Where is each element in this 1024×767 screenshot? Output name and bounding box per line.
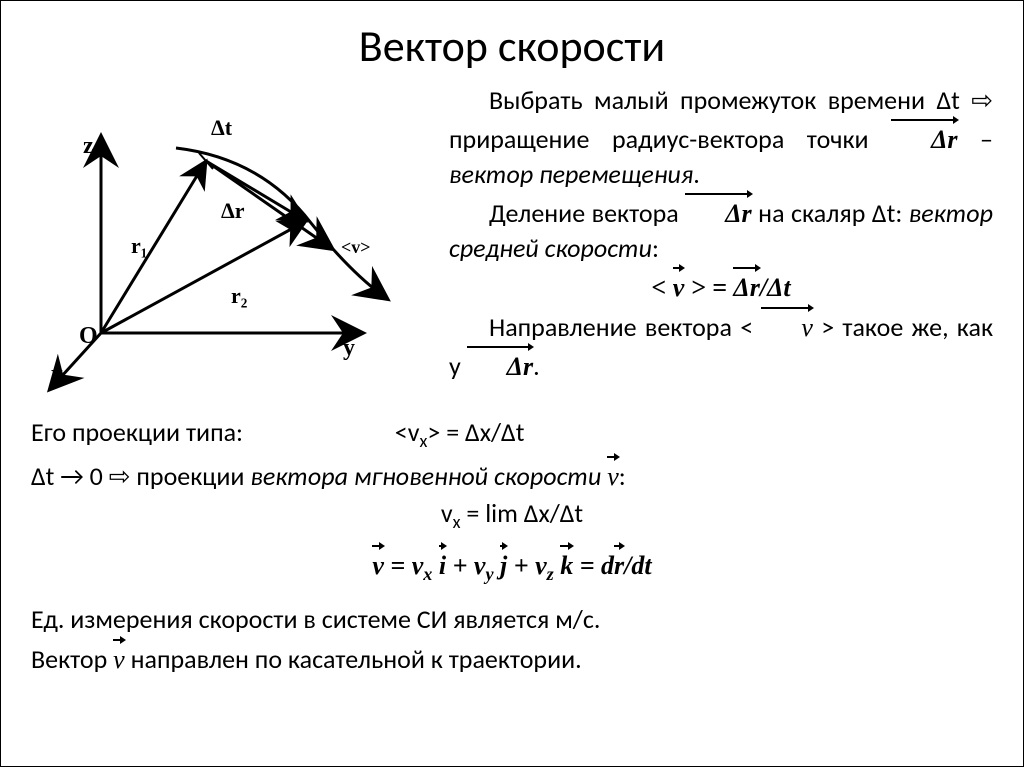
lower-block: Его проекции типа: <vx> = Δx/Δt Δt → 0 ⇨…: [31, 414, 993, 678]
label-r1: r₁: [131, 233, 147, 258]
eq3-i: i: [439, 544, 446, 584]
eq3-j: j: [500, 544, 507, 584]
lim-b: вектора мгновенной скорости: [250, 460, 607, 492]
p1-dr: Δr: [891, 118, 957, 157]
p1-b: –: [958, 123, 993, 155]
p3-vc: >: [813, 311, 834, 343]
p3-vb: v: [761, 306, 813, 345]
lim-c: :: [619, 460, 626, 492]
tan-a: Вектор: [31, 643, 113, 675]
line-limit: Δt → 0 ⇨ проекции вектора мгновенной ско…: [31, 455, 993, 495]
para-3: Направление вектора < v > такое же, как …: [449, 306, 993, 384]
eq3-z: z: [547, 564, 554, 584]
label-z: z: [83, 133, 94, 159]
p2-dr: Δr: [685, 192, 751, 231]
proj-b: <v: [395, 416, 420, 448]
label-y: y: [343, 335, 355, 361]
equation-1: < v > = Δr/Δt: [449, 266, 993, 305]
eq1-b: > =: [684, 273, 733, 302]
label-v: <v>: [341, 237, 371, 257]
para-1: Выбрать малый промежуток времени Δt ⇨ пр…: [449, 83, 993, 192]
eq3-dt: /dt: [624, 551, 651, 580]
page-title: Вектор скорости: [31, 19, 993, 73]
eq3-x: x: [423, 564, 432, 584]
label-dt: Δt: [211, 115, 233, 140]
p2-b: на скаляр Δt:: [752, 197, 909, 229]
eq3-r: r: [614, 544, 624, 584]
eq3-k: k: [560, 544, 573, 584]
upper-row: O x y z r₁ r₂ Δr Δt <v> Выбрать малый пр…: [31, 83, 993, 408]
proj-b3: > = Δx/Δt: [427, 416, 524, 448]
eq3-eq2: = d: [573, 551, 614, 580]
eq3-p1: + v: [446, 551, 485, 580]
p3-c: .: [533, 350, 540, 382]
p2-a: Деление вектора: [489, 197, 685, 229]
lim-v: v: [607, 455, 619, 495]
eq1-a: <: [651, 273, 672, 302]
eq1-dr: Δr: [733, 266, 759, 305]
line-si: Ед. измерения скорости в системе СИ явля…: [31, 601, 993, 637]
p1-d: .: [693, 158, 700, 190]
proj-a: Его проекции типа:: [31, 416, 243, 448]
label-r2: r₂: [231, 283, 248, 308]
diagram-container: O x y z r₁ r₂ Δr Δt <v>: [31, 83, 431, 408]
tan-v: v: [113, 638, 125, 678]
para-2: Деление вектора Δr на скаляр Δt: вектор …: [449, 192, 993, 266]
line-tangent: Вектор v направлен по касательной к трае…: [31, 638, 993, 678]
p2-d: :: [652, 232, 659, 264]
equation-2: vx = lim Δx/Δt: [31, 495, 993, 536]
lim-a: Δt → 0 ⇨ проекции: [31, 460, 250, 492]
eq1-v: v: [673, 266, 685, 305]
eq3-v: v: [372, 544, 384, 584]
label-x: x: [51, 361, 63, 387]
velocity-diagram: O x y z r₁ r₂ Δr Δt <v>: [31, 93, 431, 403]
label-O: O: [79, 323, 98, 349]
eq1-c: /Δt: [760, 273, 791, 302]
label-dr: Δr: [221, 198, 245, 223]
eq2-b: = lim Δx/Δt: [460, 497, 583, 529]
p3-dr: Δr: [467, 345, 533, 384]
p3-a: Направление вектора: [489, 311, 740, 343]
eq3-p2: + v: [507, 551, 546, 580]
tan-b: направлен по касательной к траектории.: [125, 643, 582, 675]
eq3-y: y: [485, 564, 493, 584]
eq2-a: v: [441, 497, 453, 529]
text-column: Выбрать малый промежуток времени Δt ⇨ пр…: [449, 83, 993, 408]
p1-c: вектор перемещения: [449, 158, 693, 190]
eq3-eq: = v: [384, 551, 423, 580]
line-projections: Его проекции типа: <vx> = Δx/Δt: [31, 414, 993, 455]
equation-3: v = vx i + vy j + vz k = dr/dt: [31, 544, 993, 588]
p3-va: <: [740, 311, 761, 343]
